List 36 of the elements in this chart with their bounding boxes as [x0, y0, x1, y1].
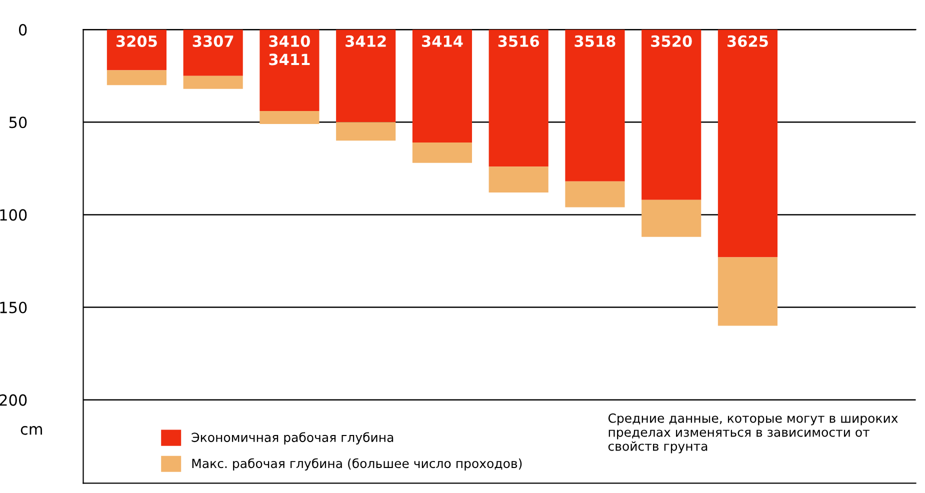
y-tick-label: 100: [0, 209, 27, 221]
x-tick-label: 3307: [192, 35, 234, 47]
bar: [183, 76, 243, 89]
bar: [336, 122, 396, 141]
y-axis-title: cm: [20, 426, 42, 435]
x-tick-label: 3414: [422, 35, 463, 47]
bar: [488, 30, 548, 167]
x-tick-label: 3412: [346, 35, 386, 47]
y-tick-label: 200: [0, 394, 27, 406]
bar: [718, 30, 778, 258]
bar: [106, 30, 166, 70]
bar: [718, 257, 778, 326]
bar: [106, 70, 166, 86]
bar: [260, 111, 320, 124]
x-tick-label: 3625: [727, 35, 768, 47]
bar: [642, 30, 702, 200]
bar: [565, 181, 625, 208]
y-tick-label: 150: [0, 302, 27, 314]
bar: [260, 30, 320, 112]
bar: [642, 200, 702, 237]
legend-label: Макс. рабочая глубина (большее число проходов): [192, 458, 522, 471]
bar: [336, 30, 396, 122]
x-tick-label: 3410 3411: [269, 35, 310, 66]
legend-label: Экономичная рабочая глубина: [192, 432, 394, 444]
x-tick-label: 3205: [116, 35, 157, 47]
bar: [183, 30, 243, 76]
annotation: Средние данные, которые могут в широких пределах изменяться в зависимости от свойств грунта: [608, 413, 898, 454]
bar: [412, 142, 472, 163]
x-tick-label: 3518: [574, 35, 616, 47]
bar: [488, 166, 548, 192]
x-tick-label: 3516: [498, 35, 540, 47]
x-tick-label: 3520: [651, 35, 692, 47]
bar: [565, 30, 625, 182]
bar: [412, 30, 472, 143]
y-tick-label: 0: [18, 24, 27, 36]
y-tick-label: 50: [9, 116, 27, 128]
